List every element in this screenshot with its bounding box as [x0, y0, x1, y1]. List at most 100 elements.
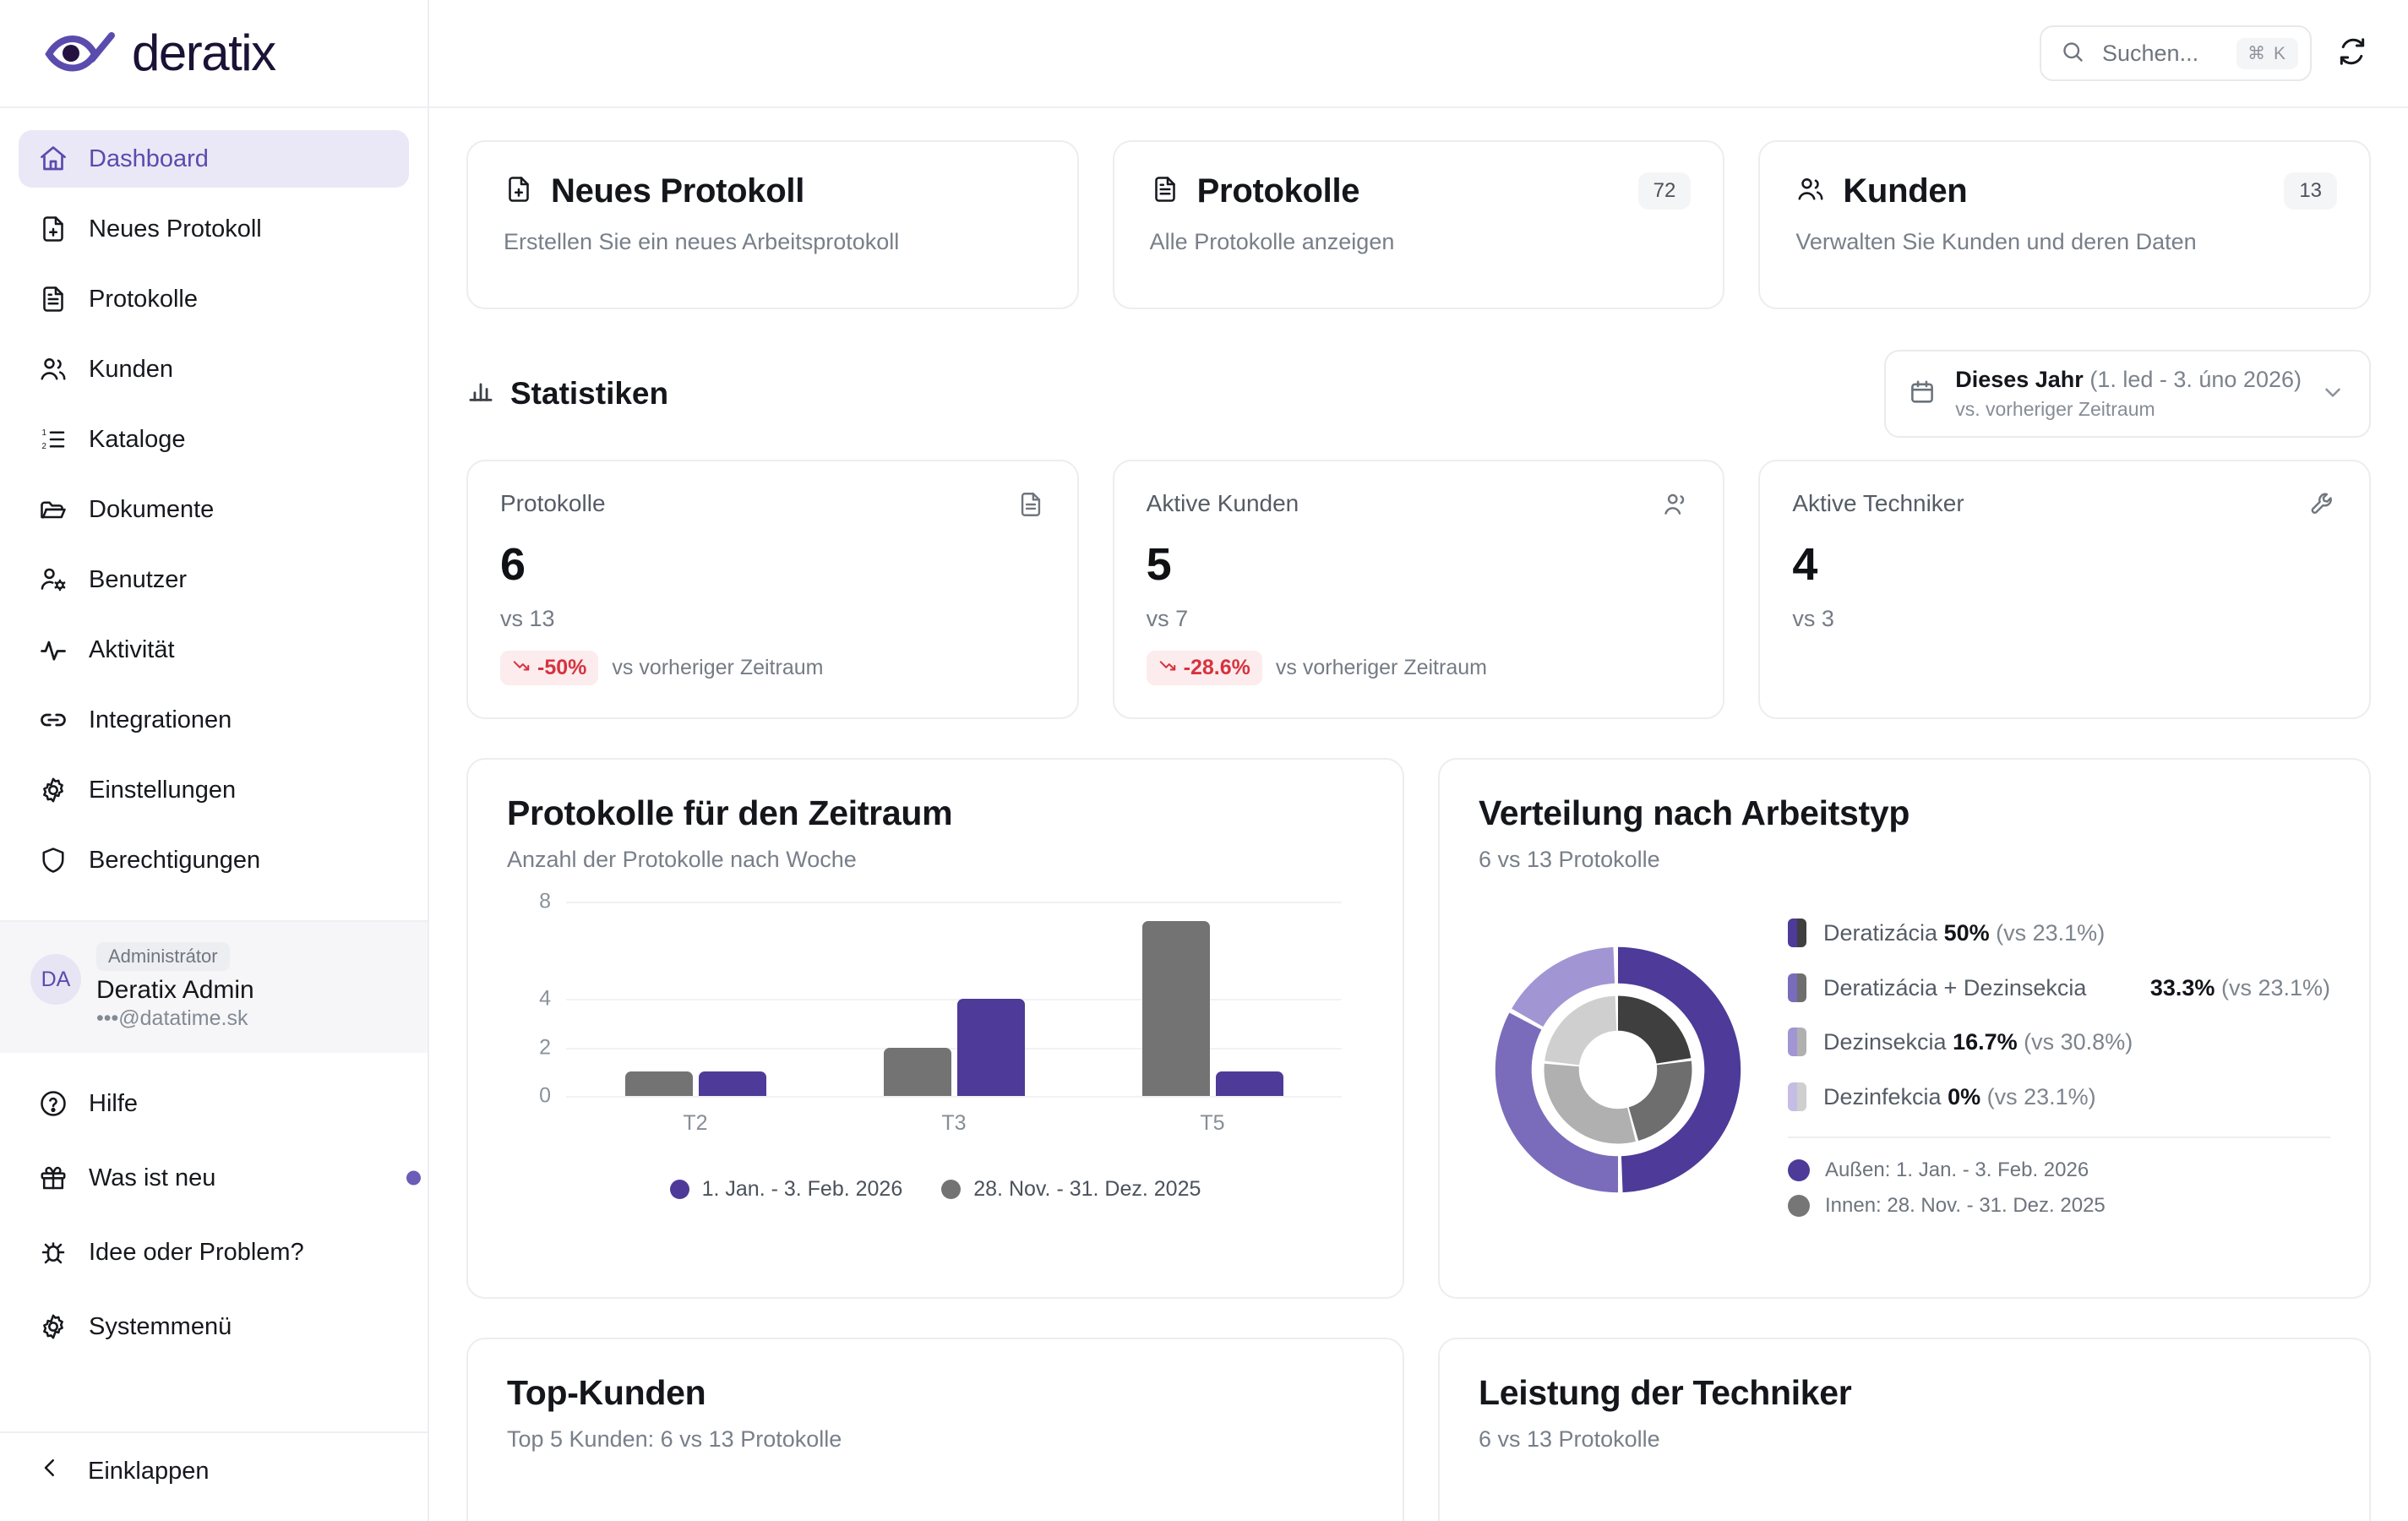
legend-swatch — [941, 1180, 962, 1199]
bar[interactable] — [883, 1047, 951, 1096]
donut-inner-slice[interactable] — [1544, 1063, 1636, 1144]
legend-divider — [1788, 1137, 2330, 1139]
gear-icon — [37, 1311, 69, 1343]
donut-inner-slice[interactable] — [1628, 1060, 1692, 1142]
sidebar-item-berechtigungen[interactable]: Berechtigungen — [19, 831, 409, 889]
card-subtitle: 6 vs 13 Protokolle — [1479, 1426, 1660, 1452]
sidebar-item-protokolle[interactable]: Protokolle — [19, 270, 409, 328]
donut-chart-card: Verteilung nach Arbeitstyp 6 vs 13 Proto… — [1438, 758, 2371, 1299]
quick-card-subtitle: Verwalten Sie Kunden und deren Daten — [1795, 229, 2197, 254]
bar-groups — [566, 902, 1342, 1096]
bar-chart-icon — [466, 376, 495, 412]
legend-slice-label: Dezinsekcia — [1823, 1029, 1947, 1055]
sidebar-item-was-ist-neu[interactable]: Was ist neu — [19, 1149, 421, 1207]
date-range-compare: vs. vorheriger Zeitraum — [1955, 398, 2155, 420]
kpi-row: Protokolle 6 vs 13 -50% vs vorheriger Ze… — [466, 460, 2372, 719]
y-axis-tick: 8 — [539, 889, 551, 913]
bar[interactable] — [1215, 1071, 1283, 1096]
file-plus-icon — [37, 213, 69, 245]
kpi-label: Protokolle — [500, 490, 606, 516]
quick-card-subtitle: Erstellen Sie ein neues Arbeitsprotokoll — [504, 229, 900, 254]
quick-card-neues-protokoll[interactable]: Neues Protokoll Erstellen Sie ein neues … — [466, 140, 1079, 309]
kpi-comparison: vs 7 — [1146, 606, 1189, 631]
sidebar-item-idee-oder-problem[interactable]: Idee oder Problem? — [19, 1224, 409, 1281]
refresh-button[interactable] — [2334, 35, 2371, 72]
bar[interactable] — [1141, 921, 1210, 1096]
legend-slice-label: Dezinfekcia — [1823, 1083, 1942, 1109]
gift-icon — [37, 1162, 69, 1194]
legend-slice-previous: (vs 23.1%) — [2220, 974, 2330, 1000]
sidebar-item-label: Protokolle — [89, 285, 198, 313]
sidebar-item-dashboard[interactable]: Dashboard — [19, 130, 409, 188]
collapse-label: Einklappen — [88, 1457, 210, 1485]
grid-line — [566, 1047, 1342, 1049]
sidebar-divider — [0, 920, 428, 922]
kpi-comparison: vs 13 — [500, 606, 555, 631]
kpi-delta-note: vs vorheriger Zeitraum — [1275, 656, 1487, 679]
legend-item: 28. Nov. - 31. Dez. 2025 — [941, 1177, 1201, 1202]
chart-subtitle: 6 vs 13 Protokolle — [1479, 847, 1660, 872]
donut-outer-slice[interactable] — [1512, 946, 1615, 1028]
legend-slice-current: 16.7% — [1953, 1029, 2018, 1055]
primary-nav: Dashboard Neues Protokoll Protokolle Kun… — [0, 108, 428, 902]
sidebar-footer: Einklappen — [0, 1431, 428, 1521]
x-axis-tick: T3 — [941, 1111, 967, 1135]
legend-label: Dezinfekcia 0% (vs 23.1%) — [1823, 1082, 2096, 1112]
file-text-icon — [37, 283, 69, 315]
sidebar-item-benutzer[interactable]: Benutzer — [19, 551, 409, 608]
kpi-delta-value: -50% — [537, 656, 587, 679]
grid-line — [566, 999, 1342, 1000]
trend-down-icon — [512, 656, 531, 680]
search-input[interactable]: Suchen... ⌘ K — [2040, 25, 2312, 81]
bar[interactable] — [624, 1071, 693, 1096]
sidebar-item-kunden[interactable]: Kunden — [19, 341, 409, 398]
app-logo[interactable]: deratix — [0, 0, 428, 108]
link-icon — [37, 704, 69, 736]
quick-card-protokolle[interactable]: Protokolle Alle Protokolle anzeigen 72 — [1112, 140, 1725, 309]
bar-x-axis-labels: T2 T3 T5 — [566, 1111, 1342, 1136]
quick-card-count-badge: 13 — [2284, 172, 2338, 210]
bar-chart-plot: 0 2 4 8 T2 T3 T5 — [507, 890, 1364, 1155]
help-circle-icon — [37, 1088, 69, 1120]
grid-line — [566, 1096, 1342, 1098]
bar[interactable] — [956, 999, 1025, 1096]
donut-inner-slice[interactable] — [1618, 995, 1692, 1064]
sidebar-item-dokumente[interactable]: Dokumente — [19, 481, 409, 538]
quick-card-kunden[interactable]: Kunden Verwalten Sie Kunden und deren Da… — [1758, 140, 2372, 309]
sidebar-user-card[interactable]: DA Administrátor Deratix Admin •••@datat… — [0, 922, 428, 1053]
date-range-selector[interactable]: Dieses Jahr (1. led - 3. úno 2026) vs. v… — [1884, 350, 2371, 438]
sidebar-item-label: Kataloge — [89, 425, 186, 453]
sidebar-item-neues-protokoll[interactable]: Neues Protokoll — [19, 200, 409, 258]
sidebar-item-einstellungen[interactable]: Einstellungen — [19, 761, 409, 819]
quick-actions-row: Neues Protokoll Erstellen Sie ein neues … — [466, 140, 2372, 309]
sidebar-item-label: Benutzer — [89, 565, 188, 593]
kpi-value: 4 — [1792, 539, 1818, 590]
sidebar-item-systemmenue[interactable]: Systemmenü — [19, 1298, 409, 1355]
sidebar-item-label: Was ist neu — [89, 1164, 216, 1191]
user-cog-icon — [37, 564, 69, 596]
ring-legend-outer: Außen: 1. Jan. - 3. Feb. 2026 — [1788, 1158, 2330, 1182]
users-icon — [1662, 490, 1691, 523]
bar[interactable] — [698, 1071, 766, 1096]
leistung-techniker-card: Leistung der Techniker 6 vs 13 Protokoll… — [1438, 1338, 2371, 1521]
donut-inner-slice[interactable] — [1544, 995, 1617, 1066]
eye-logo-icon — [44, 29, 117, 78]
sidebar: deratix Dashboard Neues Protokoll Protok… — [0, 0, 429, 1521]
donut-outer-slice[interactable] — [1495, 1012, 1618, 1193]
svg-text:1: 1 — [42, 428, 46, 438]
donut-legend: Deratizácia 50% (vs 23.1%) Deratizácia +… — [1788, 898, 2330, 1229]
collapse-sidebar-button[interactable]: Einklappen — [37, 1455, 390, 1487]
sidebar-item-aktivitaet[interactable]: Aktivität — [19, 621, 409, 679]
donut-outer-slice[interactable] — [1618, 946, 1741, 1193]
main-area: Suchen... ⌘ K Neues Protokoll Erstellen … — [429, 0, 2408, 1521]
file-plus-icon — [504, 174, 534, 209]
quick-card-count-badge: 72 — [1637, 172, 1692, 210]
sidebar-item-hilfe[interactable]: Hilfe — [19, 1075, 409, 1132]
kpi-card-aktive-techniker: Aktive Techniker 4 vs 3 — [1758, 460, 2372, 719]
date-range-preset: Dieses Jahr — [1955, 367, 2084, 392]
sidebar-item-integrationen[interactable]: Integrationen — [19, 691, 409, 749]
bar-group — [825, 999, 1083, 1096]
app-logo-text: deratix — [132, 25, 276, 81]
